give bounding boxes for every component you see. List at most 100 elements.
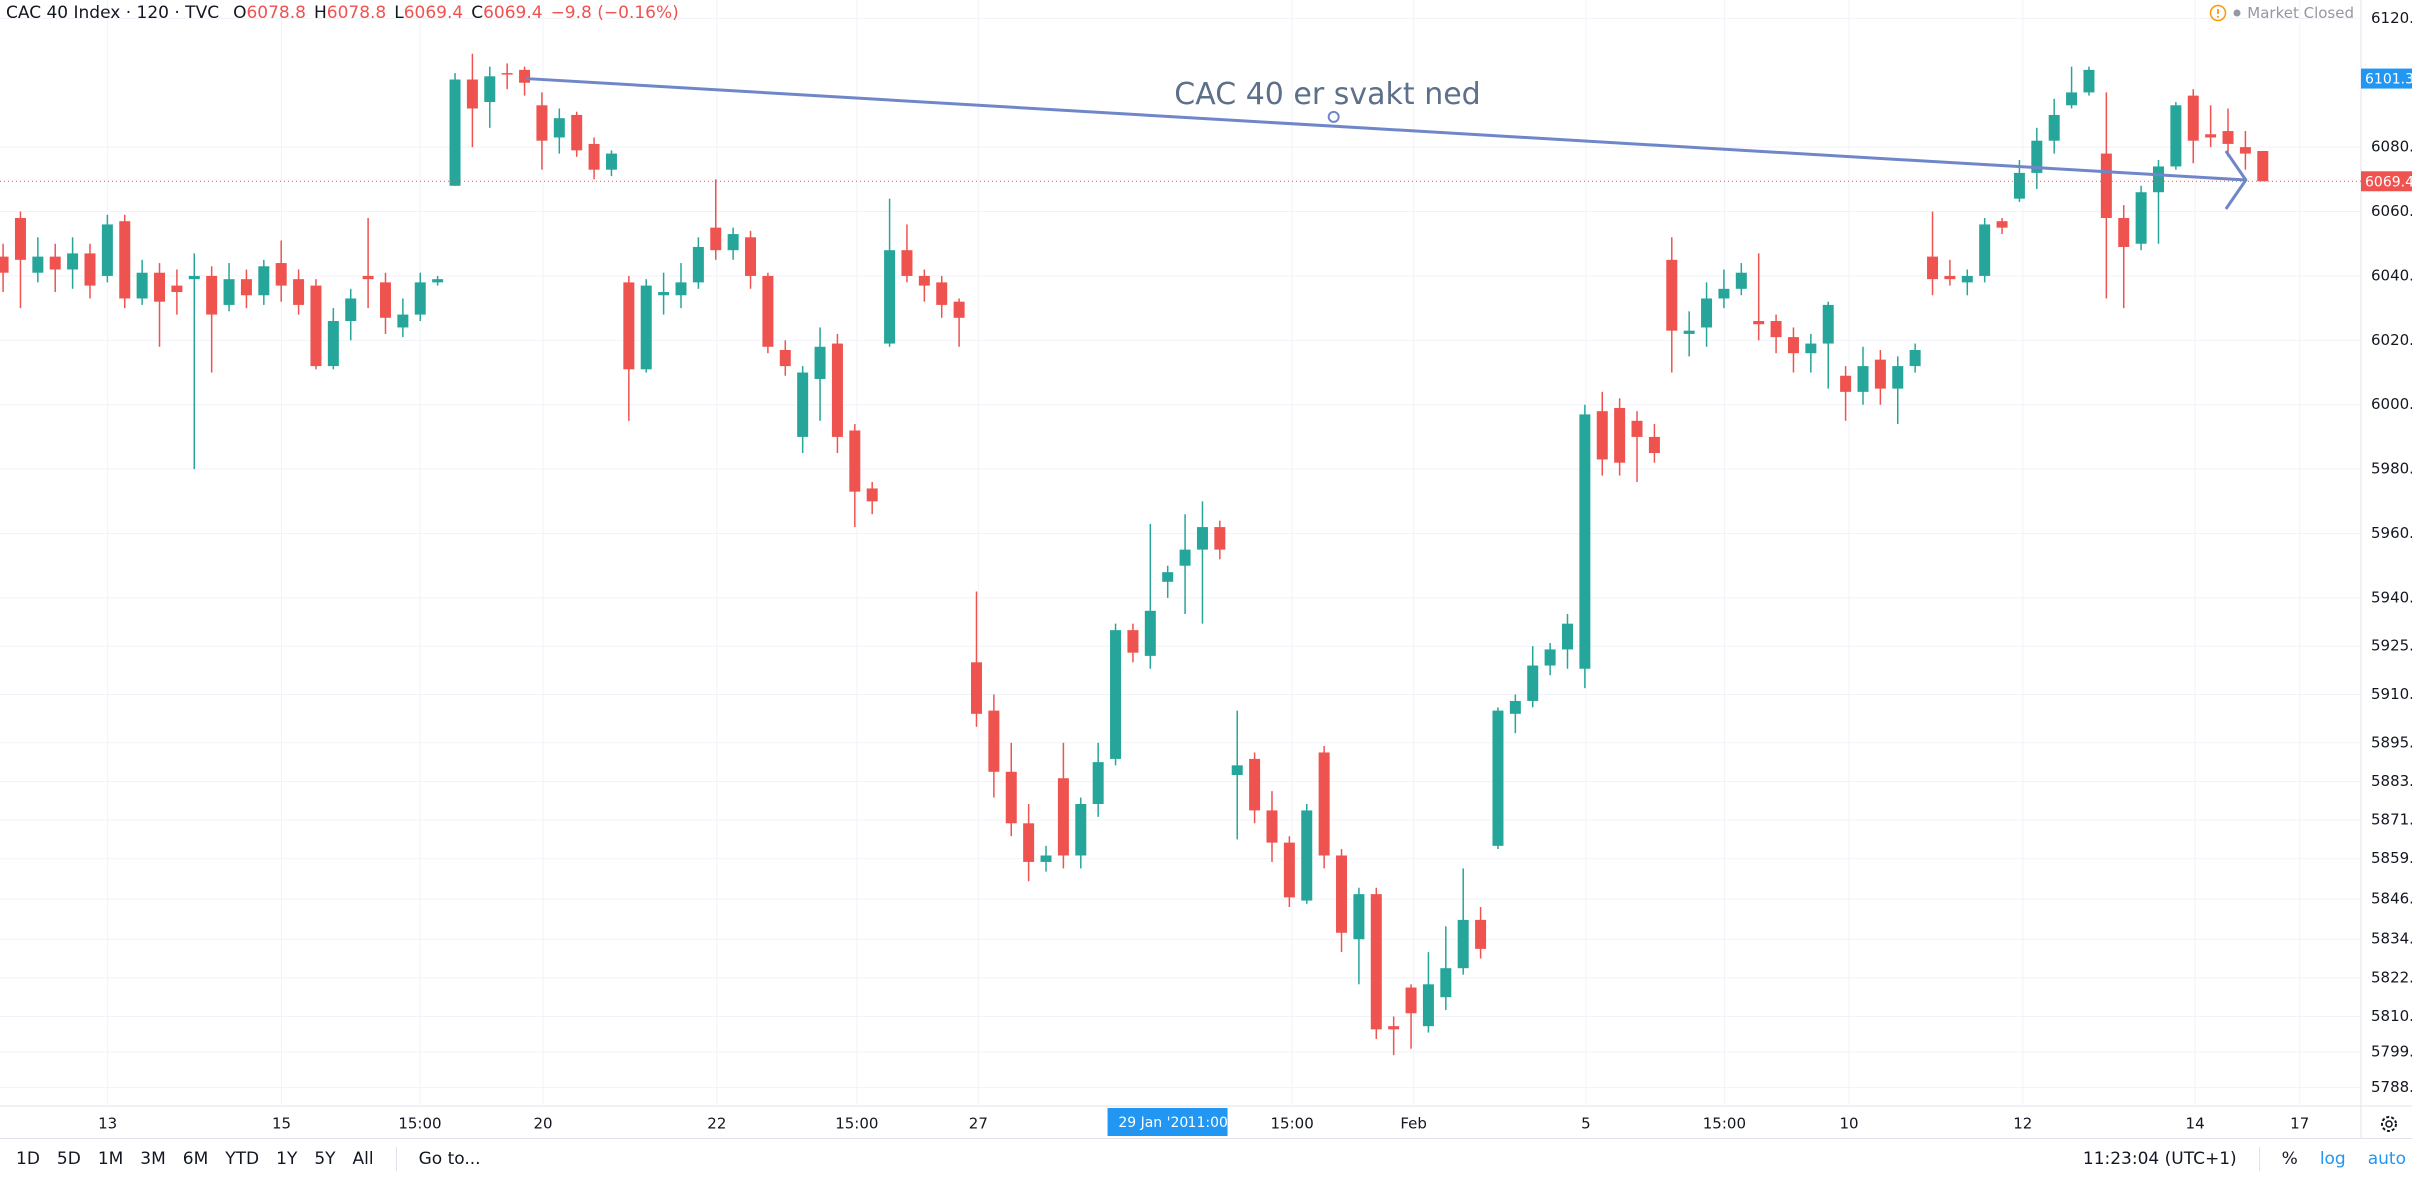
y-tick-label: 5822.0 bbox=[2371, 968, 2412, 986]
candle-body bbox=[1561, 623, 1573, 650]
candle-body bbox=[1683, 330, 1695, 334]
candle-body bbox=[2083, 69, 2095, 93]
candle-body bbox=[588, 143, 600, 170]
x-tick-label: 27 bbox=[969, 1115, 988, 1133]
candle-body bbox=[1336, 855, 1348, 933]
candle-body bbox=[119, 221, 131, 299]
candle-body bbox=[432, 279, 444, 283]
y-tick-label: 5788.0 bbox=[2371, 1078, 2412, 1096]
l-label: L bbox=[394, 3, 404, 23]
candle-body bbox=[1718, 288, 1730, 299]
low-value: 6069.4 bbox=[403, 3, 464, 23]
y-tick-label: 5846.5 bbox=[2371, 889, 2412, 907]
candle-body bbox=[32, 256, 44, 273]
candle-body bbox=[1509, 700, 1521, 714]
candle-body bbox=[1701, 298, 1713, 328]
candle-body bbox=[1422, 984, 1434, 1027]
candle-body bbox=[1787, 337, 1799, 354]
warning-icon bbox=[2210, 4, 2227, 22]
x-tick-label: 14 bbox=[2186, 1115, 2205, 1133]
candle-body bbox=[1405, 987, 1417, 1014]
y-tick-label: 5960.0 bbox=[2371, 524, 2412, 542]
candle-body bbox=[1944, 275, 1956, 280]
candle-body bbox=[2152, 166, 2164, 193]
range-button[interactable]: All bbox=[352, 1148, 374, 1169]
candle-body bbox=[831, 343, 843, 437]
scale-option[interactable]: auto bbox=[2367, 1148, 2406, 1169]
legend: CAC 40 Index · 120 · TVC O6078.8 H6078.8 L6… bbox=[6, 3, 687, 23]
y-tick-label: 6120.0 bbox=[2371, 9, 2412, 27]
y-tick-label: 5799.0 bbox=[2371, 1042, 2412, 1060]
range-button[interactable]: 1Y bbox=[276, 1148, 298, 1169]
status-dot bbox=[2233, 9, 2241, 17]
candle-body bbox=[571, 114, 583, 151]
x-tick-label: 15:00 bbox=[1271, 1115, 1314, 1133]
x-tick-label: 15:00 bbox=[835, 1115, 878, 1133]
candle-body bbox=[484, 76, 496, 103]
candle-body bbox=[1857, 366, 1869, 392]
candle-body bbox=[1266, 810, 1278, 843]
crosshair-date: 29 Jan '20 bbox=[1118, 1115, 1188, 1131]
y-tick-label: 5859.0 bbox=[2371, 849, 2412, 867]
candle-body bbox=[1822, 304, 1834, 344]
trendline-price-box bbox=[2361, 68, 2412, 89]
range-button[interactable]: 6M bbox=[182, 1148, 209, 1169]
candle-body bbox=[1979, 224, 1991, 276]
x-tick-label: 15 bbox=[272, 1115, 291, 1133]
range-button[interactable]: 5Y bbox=[314, 1148, 336, 1169]
range-button[interactable]: 3M bbox=[140, 1148, 166, 1169]
candle-body bbox=[988, 710, 1000, 772]
candle-body bbox=[710, 227, 722, 251]
candle-body bbox=[1544, 649, 1556, 666]
status-text: Market Closed bbox=[2247, 4, 2354, 22]
y-tick-label: 6000.0 bbox=[2371, 395, 2412, 413]
scale-option[interactable]: log bbox=[2319, 1148, 2346, 1169]
candle-body bbox=[2013, 172, 2025, 199]
trendline-arrow bbox=[2224, 150, 2248, 210]
x-tick-label: 10 bbox=[1839, 1115, 1858, 1133]
candle-body bbox=[240, 279, 252, 296]
candle-body bbox=[1996, 221, 2008, 228]
candle-body bbox=[692, 246, 704, 283]
candle-body bbox=[2239, 147, 2251, 154]
close-value: 6069.4 bbox=[483, 3, 543, 23]
candle-body bbox=[84, 253, 96, 286]
range-button[interactable]: 1D bbox=[16, 1148, 40, 1169]
market-status: Market Closed bbox=[2209, 4, 2354, 22]
candle-body bbox=[1127, 630, 1139, 653]
separator bbox=[395, 1146, 397, 1171]
x-tick-label: 13 bbox=[98, 1115, 117, 1133]
candle-body bbox=[901, 250, 913, 276]
candle-body bbox=[101, 224, 113, 276]
y-tick-label: 5871.0 bbox=[2371, 811, 2412, 829]
goto-button[interactable]: Go to... bbox=[418, 1148, 481, 1169]
trendline-handle bbox=[1327, 110, 1340, 123]
separator bbox=[2258, 1146, 2260, 1171]
candle-body bbox=[154, 272, 166, 302]
candle-body bbox=[449, 79, 461, 186]
candle-body bbox=[970, 662, 982, 714]
candle-body bbox=[275, 263, 287, 286]
bottom-toolbar: 1D 5D 1M 3M 6M YTD 1Y 5Y All Go to... 11:23:04 (… bbox=[0, 1138, 2412, 1178]
candle-body bbox=[188, 275, 200, 280]
scale-option[interactable]: % bbox=[2281, 1148, 2298, 1169]
candle-body bbox=[2135, 192, 2147, 244]
settings-icon[interactable] bbox=[2381, 1116, 2397, 1132]
candle-body bbox=[2100, 153, 2112, 218]
candle-body bbox=[206, 275, 218, 315]
range-button[interactable]: 1M bbox=[97, 1148, 124, 1169]
range-button[interactable]: YTD bbox=[225, 1148, 260, 1169]
candle-body bbox=[1370, 894, 1382, 1030]
y-tick-label: 5940.0 bbox=[2371, 588, 2412, 606]
candle-body bbox=[936, 282, 948, 305]
y-tick-label: 5883.0 bbox=[2371, 772, 2412, 790]
candle-body bbox=[779, 349, 791, 367]
y-tick-label: 6020.0 bbox=[2371, 331, 2412, 349]
candle-body bbox=[1318, 752, 1330, 856]
last-price-label: 6069.4 bbox=[2365, 174, 2412, 190]
candle-body bbox=[1753, 321, 1765, 325]
o-label: O bbox=[233, 3, 247, 23]
candle-body bbox=[640, 285, 652, 370]
range-button[interactable]: 5D bbox=[56, 1148, 81, 1169]
